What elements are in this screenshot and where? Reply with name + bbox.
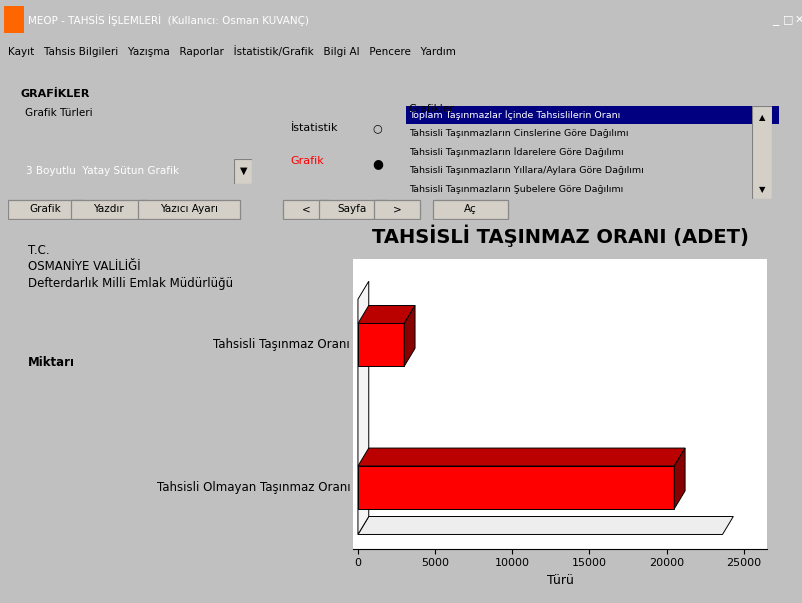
Text: Miktarı: Miktarı: [28, 356, 75, 369]
Text: OSMANİYE VALİLİĞİ: OSMANİYE VALİLİĞİ: [28, 260, 140, 274]
Text: İstatistik: İstatistik: [290, 123, 338, 133]
Text: ●: ●: [372, 157, 383, 170]
Polygon shape: [358, 306, 415, 323]
Text: 3 Boyutlu  Yatay Sütun Grafik: 3 Boyutlu Yatay Sütun Grafik: [26, 166, 179, 176]
Polygon shape: [358, 448, 684, 466]
FancyBboxPatch shape: [138, 200, 240, 219]
FancyBboxPatch shape: [283, 200, 329, 219]
Text: Grafik: Grafik: [290, 156, 324, 166]
Polygon shape: [358, 323, 403, 366]
Polygon shape: [358, 517, 732, 534]
Text: ▲: ▲: [758, 113, 765, 122]
Text: MEOP - TAHSİS İŞLEMLERİ  (Kullanıcı: Osman KUVANÇ): MEOP - TAHSİS İŞLEMLERİ (Kullanıcı: Osma…: [28, 14, 309, 25]
Text: >: >: [392, 204, 401, 214]
Text: Kayıt   Tahsis Bilgileri   Yazışma   Raporlar   İstatistik/Grafik   Bilgi Al   P: Kayıt Tahsis Bilgileri Yazışma Raporlar …: [8, 45, 456, 57]
Text: Tahsisli Taşınmazların Cinslerine Göre Dağılımı: Tahsisli Taşınmazların Cinslerine Göre D…: [409, 129, 628, 138]
Text: □: □: [782, 14, 792, 25]
FancyBboxPatch shape: [8, 200, 83, 219]
Polygon shape: [358, 281, 368, 534]
Text: Defterdarlık Milli Emlak Müdürlüğü: Defterdarlık Milli Emlak Müdürlüğü: [28, 277, 233, 290]
FancyBboxPatch shape: [374, 200, 419, 219]
Bar: [4, 6, 24, 33]
Text: Grafik: Grafik: [30, 204, 61, 214]
Text: ✕: ✕: [794, 14, 802, 25]
Text: Grafik Türleri: Grafik Türleri: [26, 109, 93, 118]
Text: Grafikler: Grafikler: [407, 104, 453, 114]
Text: <: <: [302, 204, 310, 214]
Text: Tahsisli Taşınmaz Oranı: Tahsisli Taşınmaz Oranı: [213, 338, 350, 352]
Text: Tahsisli Taşınmazların İdarelere Göre Dağılımı: Tahsisli Taşınmazların İdarelere Göre Da…: [409, 147, 623, 157]
X-axis label: Türü: Türü: [546, 574, 573, 587]
Text: ○: ○: [372, 123, 382, 133]
Text: GRAFİKLER: GRAFİKLER: [20, 89, 89, 99]
Text: Yazdır: Yazdır: [93, 204, 124, 214]
Text: _: _: [772, 13, 778, 26]
Polygon shape: [358, 466, 674, 509]
Text: T.C.: T.C.: [28, 244, 50, 257]
Text: Toplam Taşınmazlar İçinde Tahsislilerin Oranı: Toplam Taşınmazlar İçinde Tahsislilerin …: [409, 110, 620, 120]
FancyBboxPatch shape: [71, 200, 146, 219]
Title: TAHSİSLİ TAŞINMAZ ORANI (ADET): TAHSİSLİ TAŞINMAZ ORANI (ADET): [371, 224, 747, 247]
Text: Tahsisli Taşınmazların Şubelere Göre Dağılımı: Tahsisli Taşınmazların Şubelere Göre Dağ…: [409, 185, 622, 194]
Text: Tahsisli Olmayan Taşınmaz Oranı: Tahsisli Olmayan Taşınmaz Oranı: [156, 481, 350, 494]
Polygon shape: [403, 306, 415, 366]
Text: Sayfa: Sayfa: [338, 204, 367, 214]
Text: Tahsisli Taşınmazların Yıllara/Aylara Göre Dağılımı: Tahsisli Taşınmazların Yıllara/Aylara Gö…: [409, 166, 643, 175]
Text: Aç: Aç: [464, 204, 476, 214]
Polygon shape: [674, 448, 684, 509]
Bar: [405, 106, 778, 124]
Text: ▼: ▼: [758, 185, 765, 194]
FancyBboxPatch shape: [432, 200, 507, 219]
Text: ▼: ▼: [239, 166, 247, 176]
FancyBboxPatch shape: [318, 200, 385, 219]
Text: Yazıcı Ayarı: Yazıcı Ayarı: [160, 204, 218, 214]
